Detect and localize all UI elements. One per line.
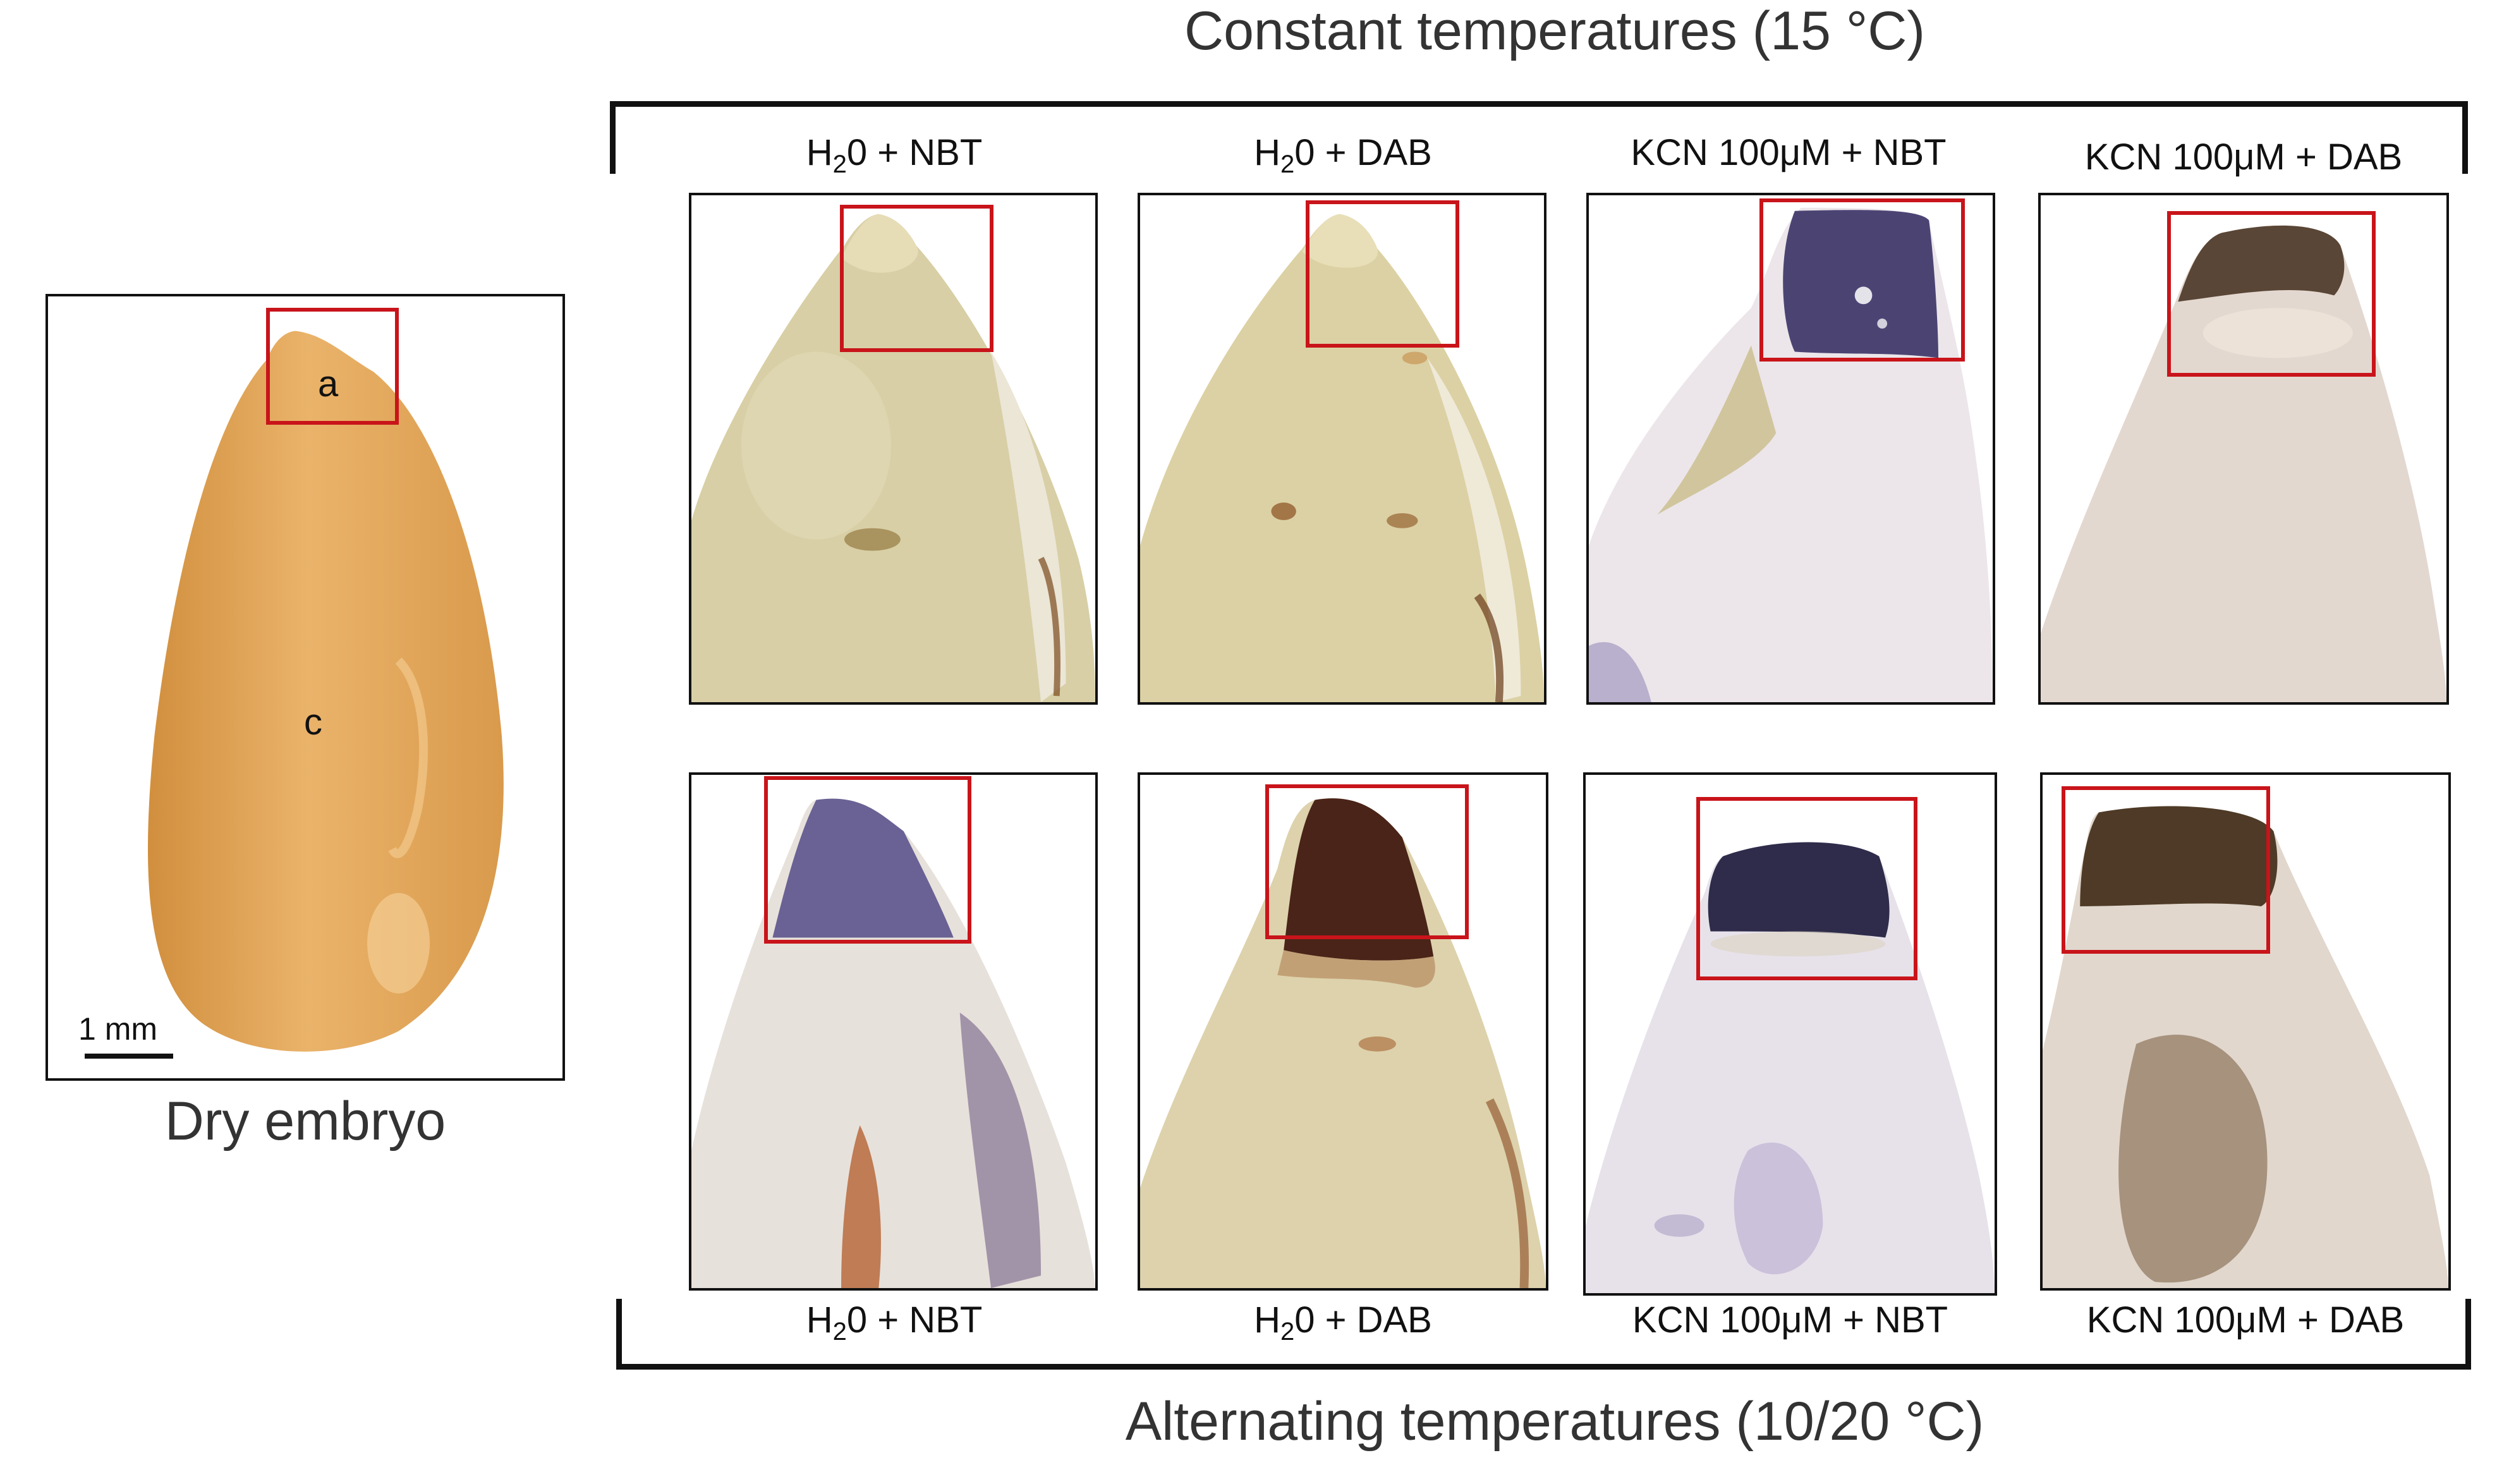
top-label-kcn-nbt: KCN 100μM + NBT — [1631, 132, 1947, 173]
bottom-label-kcn-dab: KCN 100μM + DAB — [2086, 1299, 2405, 1341]
bottom-kcn-dab-roi-box — [2062, 786, 2270, 954]
top-h2o-dab-roi-box — [1306, 200, 1459, 348]
bottom-panel-h2o-dab — [1138, 772, 1548, 1291]
top-panel-kcn-nbt — [1586, 193, 1995, 705]
scale-bar — [85, 1054, 173, 1059]
bottom-h2o-dab-roi-box — [1265, 784, 1469, 939]
top-bracket-line — [610, 101, 2468, 107]
bottom-h2o-nbt-roi-box — [764, 776, 971, 944]
top-bracket-left-tick — [610, 101, 616, 174]
top-kcn-nbt-roi-box — [1759, 198, 1965, 362]
bottom-label-h2o-nbt: H20 + NBT — [806, 1299, 983, 1346]
bottom-bracket-left-tick — [616, 1299, 622, 1370]
bottom-bracket-line — [616, 1364, 2471, 1370]
scale-bar-label: 1 mm — [78, 1011, 157, 1047]
top-label-h2o-dab: H20 + DAB — [1254, 132, 1432, 178]
top-embryo-kcn-nbt-image — [1589, 207, 1993, 702]
constant-temperature-title: Constant temperatures (15 °C) — [1184, 1, 1925, 61]
cotyledon-label-c: c — [304, 702, 322, 743]
top-h2o-nbt-roi-box — [840, 205, 993, 352]
dry-embryo-roi-box — [266, 308, 399, 425]
bottom-panel-kcn-dab — [2040, 772, 2451, 1291]
top-label-h2o-nbt: H20 + NBT — [806, 132, 983, 178]
bottom-embryo-h2o-nbt-image — [691, 798, 1095, 1288]
bottom-embryo-kcn-nbt-image — [1586, 842, 1995, 1293]
top-bracket-right-tick — [2462, 101, 2468, 174]
bottom-embryo-kcn-dab-image — [2043, 806, 2448, 1288]
top-panel-h2o-dab — [1138, 193, 1546, 705]
bottom-embryo-h2o-dab-image — [1140, 798, 1546, 1288]
alternating-temperature-title: Alternating temperatures (10/20 °C) — [1125, 1391, 1984, 1452]
bottom-panel-h2o-nbt — [689, 772, 1098, 1291]
bottom-kcn-nbt-roi-box — [1696, 797, 1917, 980]
bottom-label-kcn-nbt: KCN 100μM + NBT — [1632, 1299, 1948, 1341]
dry-embryo-image — [147, 331, 504, 1052]
top-embryo-h2o-dab-image — [1140, 214, 1544, 702]
top-embryo-kcn-dab-image — [2041, 225, 2446, 702]
axis-label-a: a — [318, 363, 339, 404]
top-label-kcn-dab: KCN 100μM + DAB — [2084, 137, 2403, 178]
dry-embryo-panel: a c 1 mm — [46, 294, 565, 1081]
bottom-bracket-right-tick — [2465, 1299, 2471, 1370]
top-panel-h2o-nbt — [689, 193, 1098, 705]
bottom-label-h2o-dab: H20 + DAB — [1254, 1299, 1432, 1346]
bottom-panel-kcn-nbt — [1583, 772, 1997, 1296]
top-embryo-h2o-nbt-image — [691, 214, 1095, 702]
top-panel-kcn-dab — [2038, 193, 2449, 705]
dry-embryo-caption: Dry embryo — [164, 1091, 446, 1152]
top-kcn-dab-roi-box — [2167, 211, 2376, 377]
